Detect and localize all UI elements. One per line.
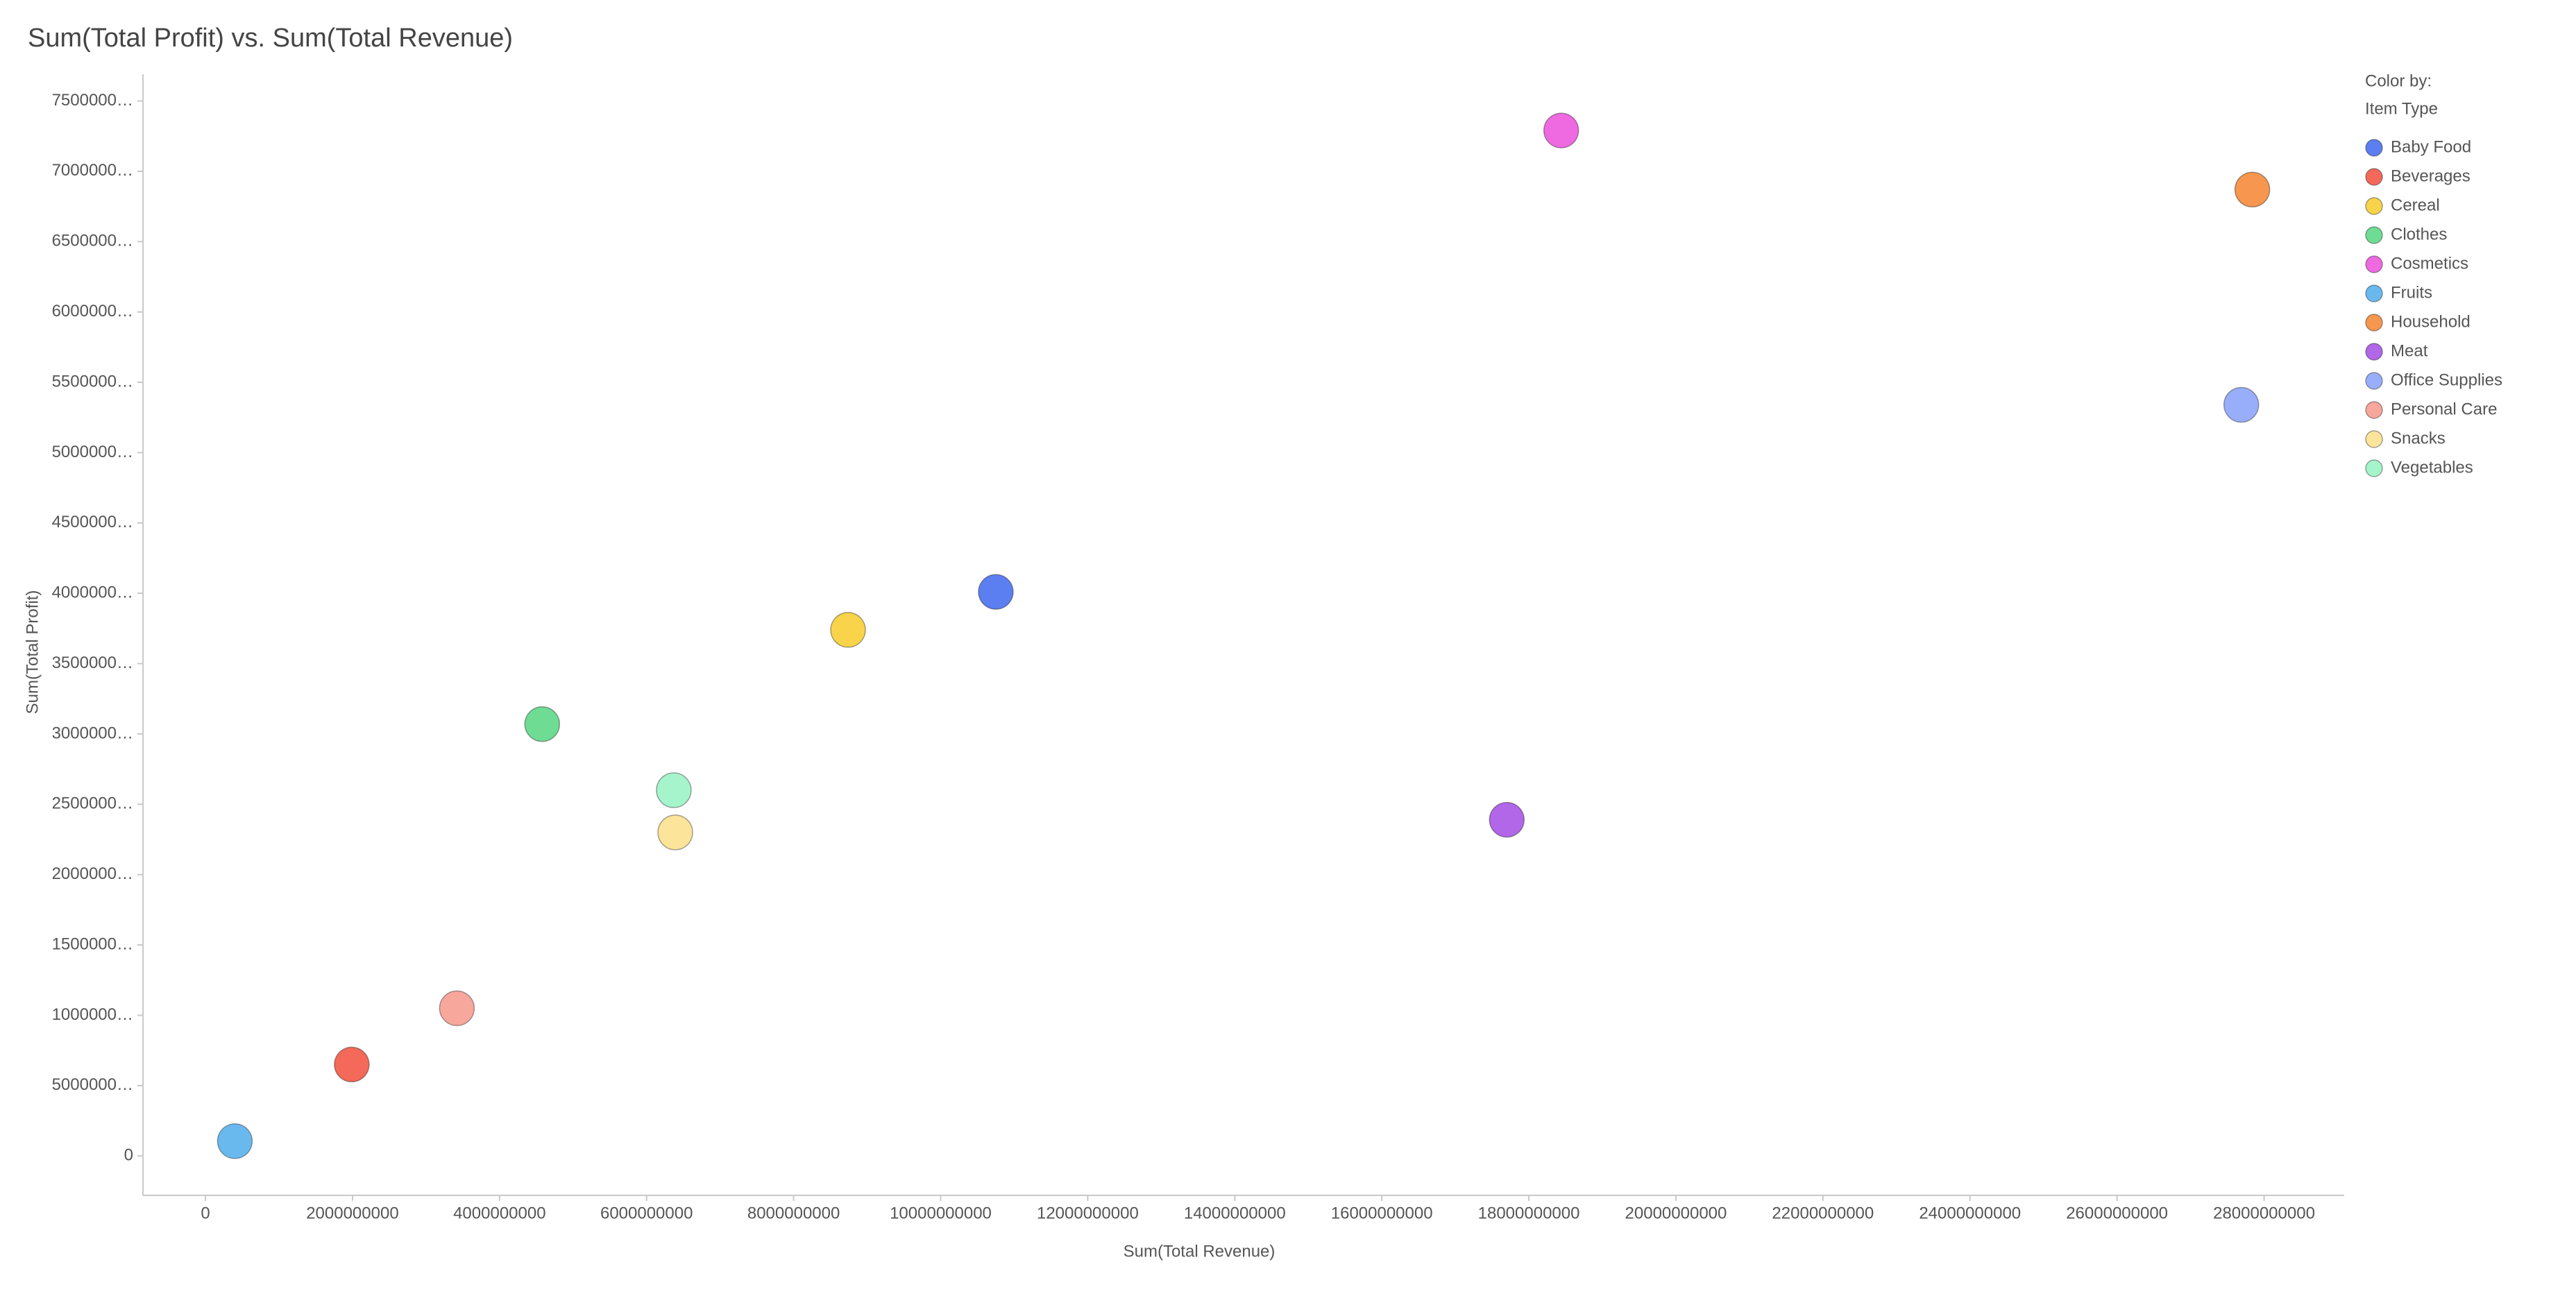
- legend-marker[interactable]: [2365, 314, 2383, 332]
- y-tick-label: 7500000…: [52, 91, 133, 110]
- legend-marker[interactable]: [2365, 430, 2383, 448]
- x-tick-label: 20000000000: [1625, 1204, 1727, 1222]
- x-tick-label: 16000000000: [1331, 1204, 1433, 1222]
- y-tick-label: 7000000…: [52, 161, 133, 180]
- x-tick-label: 26000000000: [2066, 1204, 2168, 1222]
- scatter-point[interactable]: [439, 990, 475, 1027]
- legend-label[interactable]: Beverages: [2391, 167, 2471, 185]
- legend-marker[interactable]: [2365, 401, 2383, 419]
- x-tick-label: 10000000000: [890, 1204, 992, 1222]
- y-tick-label: 1000000…: [52, 1005, 133, 1024]
- y-tick-label: 5500000…: [52, 372, 133, 391]
- y-tick-label: 6500000…: [52, 232, 133, 250]
- legend-marker[interactable]: [2365, 284, 2383, 302]
- x-tick-label: 14000000000: [1184, 1204, 1286, 1222]
- legend-label[interactable]: Personal Care: [2391, 400, 2497, 418]
- legend-label[interactable]: Baby Food: [2391, 137, 2471, 156]
- scatter-point[interactable]: [334, 1046, 370, 1083]
- legend-marker[interactable]: [2365, 372, 2383, 390]
- x-axis-label: Sum(Total Revenue): [1124, 1242, 1276, 1261]
- x-tick-label: 6000000000: [600, 1204, 693, 1222]
- y-tick-label: 1500000…: [52, 934, 133, 953]
- legend-marker[interactable]: [2365, 459, 2383, 477]
- legend-label[interactable]: Household: [2391, 312, 2471, 331]
- x-tick-label: 28000000000: [2213, 1204, 2315, 1222]
- y-tick-label: 5000000…: [52, 443, 133, 461]
- y-axis-label: Sum(Total Profit): [23, 590, 42, 715]
- scatter-point[interactable]: [830, 612, 866, 648]
- legend-label[interactable]: Clothes: [2391, 225, 2447, 244]
- x-tick-label: 4000000000: [453, 1204, 545, 1222]
- y-tick-label: 2500000…: [52, 794, 133, 813]
- legend-label[interactable]: Meat: [2391, 341, 2428, 360]
- y-tick-label: 2000000…: [52, 864, 133, 883]
- scatter-point[interactable]: [1489, 801, 1525, 838]
- scatter-point[interactable]: [657, 814, 693, 851]
- y-tick-label: 3000000…: [52, 724, 133, 742]
- legend-label[interactable]: Fruits: [2391, 283, 2432, 302]
- x-tick-label: 24000000000: [1919, 1204, 2021, 1222]
- y-tick-label: 0: [124, 1146, 133, 1165]
- y-tick-label: 4500000…: [52, 513, 133, 531]
- legend-title: Color by:: [2365, 71, 2432, 90]
- legend-label[interactable]: Cosmetics: [2391, 254, 2468, 273]
- chart-title: Sum(Total Profit) vs. Sum(Total Revenue): [28, 24, 513, 53]
- legend-label[interactable]: Cereal: [2391, 196, 2440, 214]
- legend-label[interactable]: Snacks: [2391, 429, 2446, 447]
- scatter-point[interactable]: [217, 1123, 253, 1159]
- y-tick-label: 5000000…: [52, 1075, 133, 1094]
- legend-marker[interactable]: [2365, 139, 2383, 157]
- x-tick-label: 2000000000: [306, 1204, 398, 1222]
- legend-marker[interactable]: [2365, 343, 2383, 361]
- legend-label[interactable]: Vegetables: [2391, 458, 2473, 477]
- y-tick-label: 3500000…: [52, 654, 133, 672]
- scatter-point[interactable]: [2234, 171, 2271, 208]
- x-tick-label: 22000000000: [1772, 1204, 1874, 1222]
- legend-marker[interactable]: [2365, 255, 2383, 273]
- legend-marker[interactable]: [2365, 197, 2383, 215]
- x-tick-label: 8000000000: [747, 1204, 840, 1222]
- scatter-point[interactable]: [524, 706, 561, 742]
- x-tick-label: 18000000000: [1478, 1204, 1580, 1222]
- legend-label[interactable]: Office Supplies: [2391, 370, 2502, 389]
- scatter-point[interactable]: [656, 772, 692, 808]
- legend-subtitle: Item Type: [2365, 99, 2438, 118]
- y-tick-label: 6000000…: [52, 302, 133, 321]
- x-tick-label: 0: [201, 1204, 210, 1222]
- legend-marker[interactable]: [2365, 226, 2383, 244]
- scatter-point[interactable]: [2223, 386, 2260, 423]
- x-tick-label: 12000000000: [1037, 1204, 1139, 1222]
- scatter-point[interactable]: [978, 574, 1014, 610]
- y-tick-label: 4000000…: [52, 583, 133, 602]
- legend-marker[interactable]: [2365, 168, 2383, 186]
- scatter-point[interactable]: [1543, 112, 1579, 148]
